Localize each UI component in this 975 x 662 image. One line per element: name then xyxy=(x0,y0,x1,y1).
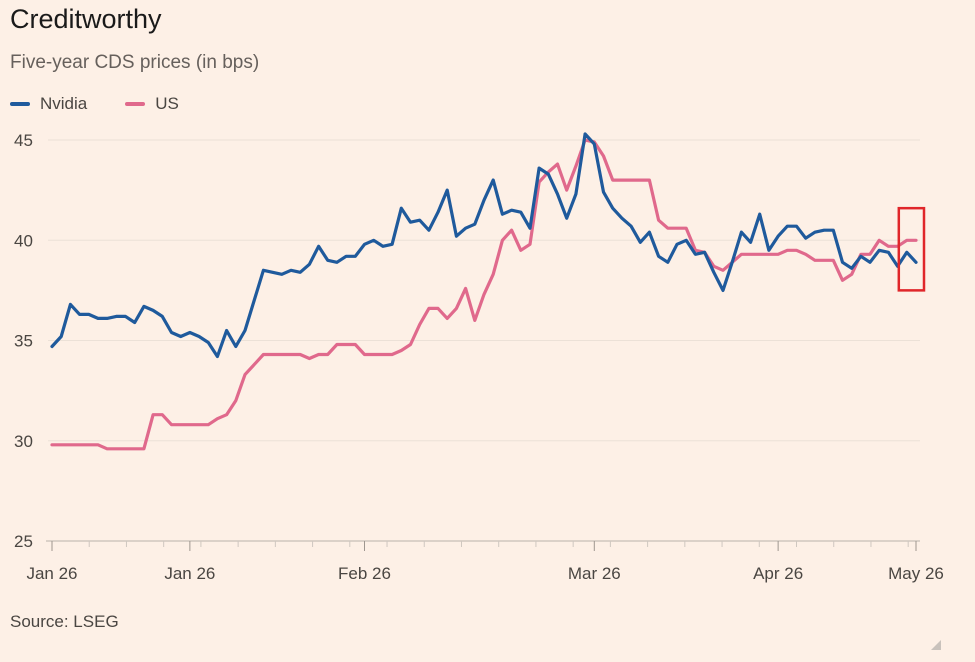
x-tick-label-2: Feb 26 xyxy=(338,564,391,583)
series-line-us xyxy=(50,138,918,451)
x-tick-label-0: Jan 26 xyxy=(26,564,77,583)
chart-title: Creditworthy xyxy=(10,4,162,34)
x-tick-label-3: Mar 26 xyxy=(568,564,621,583)
legend: Nvidia US xyxy=(10,94,217,114)
legend-swatch-nvidia xyxy=(10,102,30,106)
y-tick-label-40: 40 xyxy=(14,231,33,250)
legend-label-us: US xyxy=(155,94,179,113)
legend-item-nvidia: Nvidia xyxy=(10,94,87,114)
x-tick-label-1: Jan 26 xyxy=(164,564,215,583)
legend-item-us: US xyxy=(125,94,179,114)
resize-handle-icon xyxy=(931,640,941,650)
series-line-nvidia xyxy=(50,132,918,359)
y-tick-label-35: 35 xyxy=(14,332,33,351)
y-tick-label-30: 30 xyxy=(14,432,33,451)
highlight-box xyxy=(897,206,926,292)
x-tick-label-5: May 26 xyxy=(888,564,944,583)
y-tick-label-25: 25 xyxy=(14,532,33,551)
legend-label-nvidia: Nvidia xyxy=(40,94,88,113)
legend-swatch-us xyxy=(125,102,146,106)
source-note: Source: LSEG xyxy=(10,612,119,631)
chart-subtitle: Five-year CDS prices (in bps) xyxy=(10,52,260,73)
y-tick-label-45: 45 xyxy=(14,131,33,150)
x-tick-label-4: Apr 26 xyxy=(753,564,803,583)
